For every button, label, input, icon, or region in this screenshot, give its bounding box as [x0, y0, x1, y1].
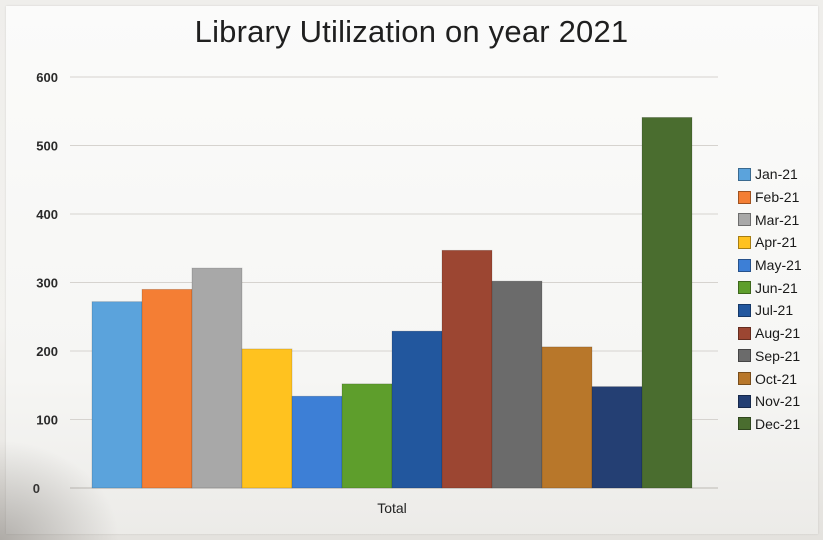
legend-swatch	[738, 349, 751, 363]
bar-jan-21	[91, 301, 143, 489]
chart-title: Library Utilization on year 2021	[194, 14, 629, 49]
legend-swatch	[738, 372, 751, 386]
y-tick-label: 400	[36, 207, 58, 222]
bar-jul-21	[391, 330, 443, 489]
legend-label: Feb-21	[755, 189, 800, 206]
bar-oct-21	[541, 346, 593, 489]
legend-item: Apr-21	[738, 231, 820, 254]
y-tick-label: 600	[36, 70, 58, 85]
y-tick-label: 300	[36, 276, 58, 291]
legend-item: Mar-21	[738, 208, 820, 231]
legend-label: Jun-21	[755, 279, 798, 296]
legend-item: Sep-21	[738, 345, 820, 368]
legend-swatch	[738, 258, 751, 272]
bar-sep-21	[491, 280, 543, 489]
legend-label: Nov-21	[755, 393, 801, 410]
legend-label: Mar-21	[755, 211, 800, 228]
legend-swatch	[738, 167, 751, 181]
legend-label: Oct-21	[755, 370, 798, 387]
y-tick-label: 0	[33, 481, 40, 496]
legend-swatch	[738, 303, 751, 317]
legend-swatch	[738, 281, 751, 295]
legend-item: Jun-21	[738, 276, 820, 299]
y-tick-label: 200	[36, 344, 58, 359]
legend-label: Jan-21	[755, 166, 798, 183]
legend-item: Dec-21	[738, 413, 820, 436]
legend-item: Jan-21	[738, 163, 820, 186]
legend-label: Aug-21	[755, 325, 801, 342]
x-category-label: Total	[377, 500, 407, 516]
y-tick-label: 100	[36, 413, 58, 428]
legend-label: Apr-21	[755, 234, 798, 251]
legend-item: Nov-21	[738, 390, 820, 413]
bar-jun-21	[341, 383, 393, 489]
bar-mar-21	[191, 267, 243, 489]
legend-item: Oct-21	[738, 367, 820, 390]
legend-item: Feb-21	[738, 186, 820, 209]
legend: Jan-21 Feb-21 Mar-21 Apr-21 May-21 Jun-21 Jul-…	[738, 163, 820, 435]
bar-apr-21	[241, 348, 293, 489]
legend-item: Aug-21	[738, 322, 820, 345]
legend-swatch	[738, 326, 751, 340]
legend-swatch	[738, 394, 751, 408]
bar-may-21	[291, 395, 343, 489]
bar-dec-21	[641, 117, 693, 489]
bar-nov-21	[591, 386, 643, 489]
legend-label: Dec-21	[755, 415, 801, 432]
bar-feb-21	[141, 288, 193, 489]
legend-item: Jul-21	[738, 299, 820, 322]
legend-label: Sep-21	[755, 347, 801, 364]
legend-swatch	[738, 213, 751, 227]
bar-aug-21	[441, 249, 493, 489]
legend-label: Jul-21	[755, 302, 794, 319]
legend-item: May-21	[738, 254, 820, 277]
legend-swatch	[738, 190, 751, 204]
legend-label: May-21	[755, 257, 802, 274]
legend-swatch	[738, 235, 751, 249]
y-tick-label: 500	[36, 139, 58, 154]
legend-swatch	[738, 417, 751, 431]
